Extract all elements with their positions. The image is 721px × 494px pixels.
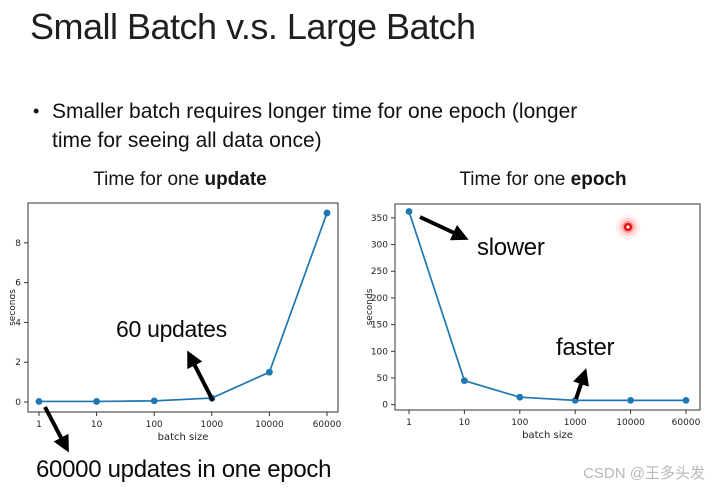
svg-text:0: 0 [15, 398, 21, 408]
svg-text:50: 50 [377, 374, 389, 384]
svg-text:60000: 60000 [313, 420, 342, 430]
svg-text:10: 10 [91, 420, 103, 430]
svg-text:200: 200 [371, 294, 388, 304]
update-chart-title-bold: update [204, 169, 267, 190]
laser-pointer-dot [612, 211, 644, 243]
sixty-thousand-updates-annotation: 60000 updates in one epoch [36, 456, 332, 483]
svg-text:10000: 10000 [616, 418, 645, 428]
svg-text:150: 150 [371, 321, 388, 331]
slide-title: Small Batch v.s. Large Batch [30, 6, 476, 47]
svg-text:8: 8 [15, 239, 21, 249]
svg-text:60000: 60000 [672, 418, 701, 428]
svg-text:10000: 10000 [255, 420, 284, 430]
svg-text:seconds: seconds [10, 289, 18, 326]
bullet-icon: • [33, 101, 40, 121]
svg-text:10: 10 [459, 418, 471, 428]
svg-text:1: 1 [36, 420, 42, 430]
bullet-text: Smaller batch requires longer time for o… [52, 100, 578, 152]
svg-text:4: 4 [15, 318, 21, 328]
svg-text:1000: 1000 [200, 420, 223, 430]
watermark: CSDN @王多头发 [583, 465, 705, 482]
faster-annotation: faster [556, 334, 615, 361]
epoch-chart-title-bold: epoch [570, 169, 627, 190]
slower-annotation: slower [477, 234, 545, 261]
svg-text:batch size: batch size [522, 430, 573, 441]
svg-text:300: 300 [371, 241, 388, 251]
epoch-chart-title: Time for one epoch [365, 169, 721, 191]
svg-text:100: 100 [146, 420, 163, 430]
sixty-updates-annotation: 60 updates [116, 316, 227, 342]
svg-text:2: 2 [15, 358, 21, 368]
svg-text:6: 6 [15, 279, 21, 289]
svg-text:250: 250 [371, 267, 388, 277]
svg-text:350: 350 [371, 214, 388, 224]
svg-text:seconds: seconds [365, 288, 375, 325]
update-chart-title-prefix: Time for one [93, 169, 205, 190]
svg-text:batch size: batch size [158, 432, 209, 443]
update-chart-title: Time for one update [10, 169, 350, 191]
svg-text:100: 100 [371, 347, 388, 357]
svg-text:0: 0 [382, 401, 388, 411]
svg-text:100: 100 [511, 418, 528, 428]
svg-text:1: 1 [406, 418, 412, 428]
epoch-chart-title-prefix: Time for one [459, 169, 571, 190]
svg-text:1000: 1000 [564, 418, 587, 428]
time-per-epoch-chart: 0 50 100 150 200 250 300 350 1 10 100 1000 10000 6000… [365, 203, 701, 441]
bullet-item: • Smaller batch requires longer time for… [33, 97, 593, 155]
